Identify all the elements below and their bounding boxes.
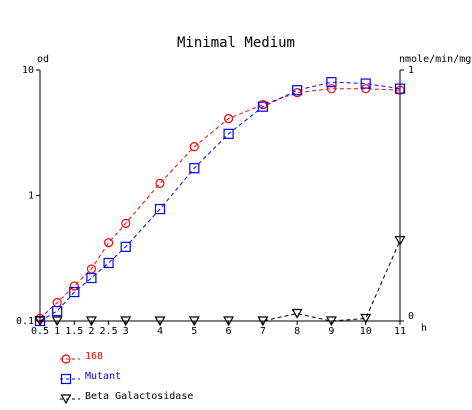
x-tick-label: 1.5 (65, 326, 83, 337)
legend-label-beta-galactosidase: Beta Galactosidase (85, 391, 194, 402)
data-point-mutant (360, 78, 371, 89)
data-point-168 (189, 142, 199, 152)
data-point-beta-galactosidase (257, 316, 269, 327)
legend-marker-circle-icon (60, 354, 80, 364)
x-axis-unit-label: h (421, 323, 427, 334)
legend-label-mutant: Mutant (85, 371, 122, 382)
left-tick-label: 0.1 (16, 316, 34, 327)
x-tick-label: 6 (226, 326, 232, 337)
x-tick-label: 4 (157, 326, 163, 337)
data-point-mutant (189, 163, 200, 174)
data-point-168 (103, 238, 114, 248)
data-point-168 (69, 281, 79, 291)
series-line-beta-galactosidase (40, 240, 401, 322)
data-point-mutant (120, 241, 131, 252)
data-point-mutant (292, 85, 303, 96)
data-point-mutant (257, 101, 268, 112)
left-axis-label: od (37, 54, 49, 65)
data-point-beta-galactosidase (223, 316, 235, 327)
data-point-beta-galactosidase (120, 316, 132, 327)
x-tick-label: 10 (360, 326, 372, 337)
data-point-168 (223, 113, 234, 124)
right-tick-label: 1 (408, 65, 414, 76)
x-tick-label: 1 (54, 326, 60, 337)
legend: 168 Mutant Beta Galactosidase (58, 350, 278, 410)
x-tick-label: 3 (123, 326, 129, 337)
data-point-168 (121, 218, 131, 228)
x-tick-label: 5 (191, 326, 197, 337)
series-line-mutant (39, 81, 401, 322)
x-tick-label: 0.5 (31, 326, 49, 337)
data-point-beta-galactosidase (291, 308, 303, 319)
legend-item-168: 168 (58, 350, 278, 370)
data-point-168 (361, 84, 371, 94)
series-group (34, 77, 406, 327)
data-point-beta-galactosidase (85, 316, 97, 327)
right-tick-label: 0 (408, 311, 414, 322)
data-point-beta-galactosidase (325, 316, 337, 327)
left-tick-label: 10 (22, 65, 34, 76)
data-point-168 (326, 84, 337, 94)
legend-item-beta-galactosidase: Beta Galactosidase (58, 390, 278, 410)
data-point-mutant (154, 203, 166, 215)
legend-marker-triangle-icon (60, 394, 80, 405)
data-point-beta-galactosidase (188, 316, 200, 327)
chart-title: Minimal Medium (177, 35, 295, 51)
data-point-beta-galactosidase (154, 316, 166, 327)
legend-marker-square-icon (60, 373, 80, 385)
x-tick-label: 11 (394, 326, 406, 337)
legend-label-168: 168 (85, 351, 104, 362)
x-tick-label: 2.5 (100, 326, 118, 337)
series-line-168 (39, 88, 401, 319)
data-point-mutant (223, 128, 234, 139)
data-point-beta-galactosidase (34, 316, 46, 327)
left-tick-label: 1 (28, 191, 34, 202)
data-point-mutant (103, 257, 114, 269)
data-point-mutant (69, 286, 80, 298)
right-axis-label: nmole/min/mg (399, 54, 471, 65)
data-point-beta-galactosidase (394, 236, 406, 246)
data-point-beta-galactosidase (51, 316, 63, 327)
x-tick-label: 2 (88, 326, 94, 337)
data-point-mutant (394, 83, 406, 94)
x-tick-label: 7 (260, 326, 266, 337)
x-tick-label: 8 (294, 326, 300, 337)
data-point-mutant (86, 272, 97, 284)
data-point-168 (86, 264, 97, 274)
x-tick-label: 9 (328, 326, 334, 337)
legend-item-mutant: Mutant (58, 370, 278, 390)
data-point-mutant (52, 305, 63, 317)
data-point-168 (155, 178, 165, 188)
data-point-beta-galactosidase (360, 313, 372, 324)
data-point-mutant (326, 77, 337, 88)
